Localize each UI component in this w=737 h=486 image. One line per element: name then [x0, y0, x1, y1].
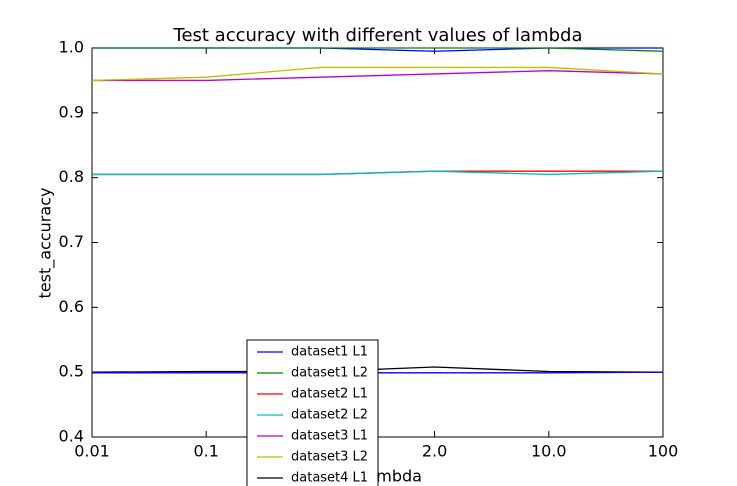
y-tick-label: 0.5: [59, 362, 84, 381]
y-axis-label: test_accuracy: [36, 188, 56, 299]
legend-label: dataset4 L1: [291, 471, 368, 486]
chart-title: Test accuracy with different values of l…: [173, 25, 583, 46]
line: [92, 70, 664, 82]
legend-box: [246, 339, 379, 486]
x-tick-label: 2.0: [422, 442, 447, 461]
y-tick-label: 1.0: [59, 38, 84, 57]
y-tick-label: 0.6: [59, 297, 84, 316]
legend-label: dataset3 L1: [291, 429, 368, 444]
y-tick-label: 0.8: [59, 167, 84, 186]
x-tick-label: 0.1: [193, 442, 218, 461]
x-tick-label: 0.01: [74, 442, 110, 461]
legend-label: dataset2 L2: [291, 408, 368, 423]
legend-label: dataset3 L2: [291, 450, 368, 465]
y-tick-label: 0.7: [59, 232, 84, 251]
line: [91, 66, 664, 82]
y-tick-label: 0.4: [59, 427, 84, 446]
x-tick-label: 10.0: [531, 442, 567, 461]
line: [92, 47, 664, 52]
y-tick-label: 0.9: [59, 102, 84, 121]
legend-label: dataset1 L1: [291, 345, 368, 360]
legend-label: dataset1 L2: [291, 366, 368, 381]
line: [92, 170, 664, 176]
legend-label: dataset2 L1: [291, 387, 368, 402]
x-tick-label: 100: [648, 442, 679, 461]
